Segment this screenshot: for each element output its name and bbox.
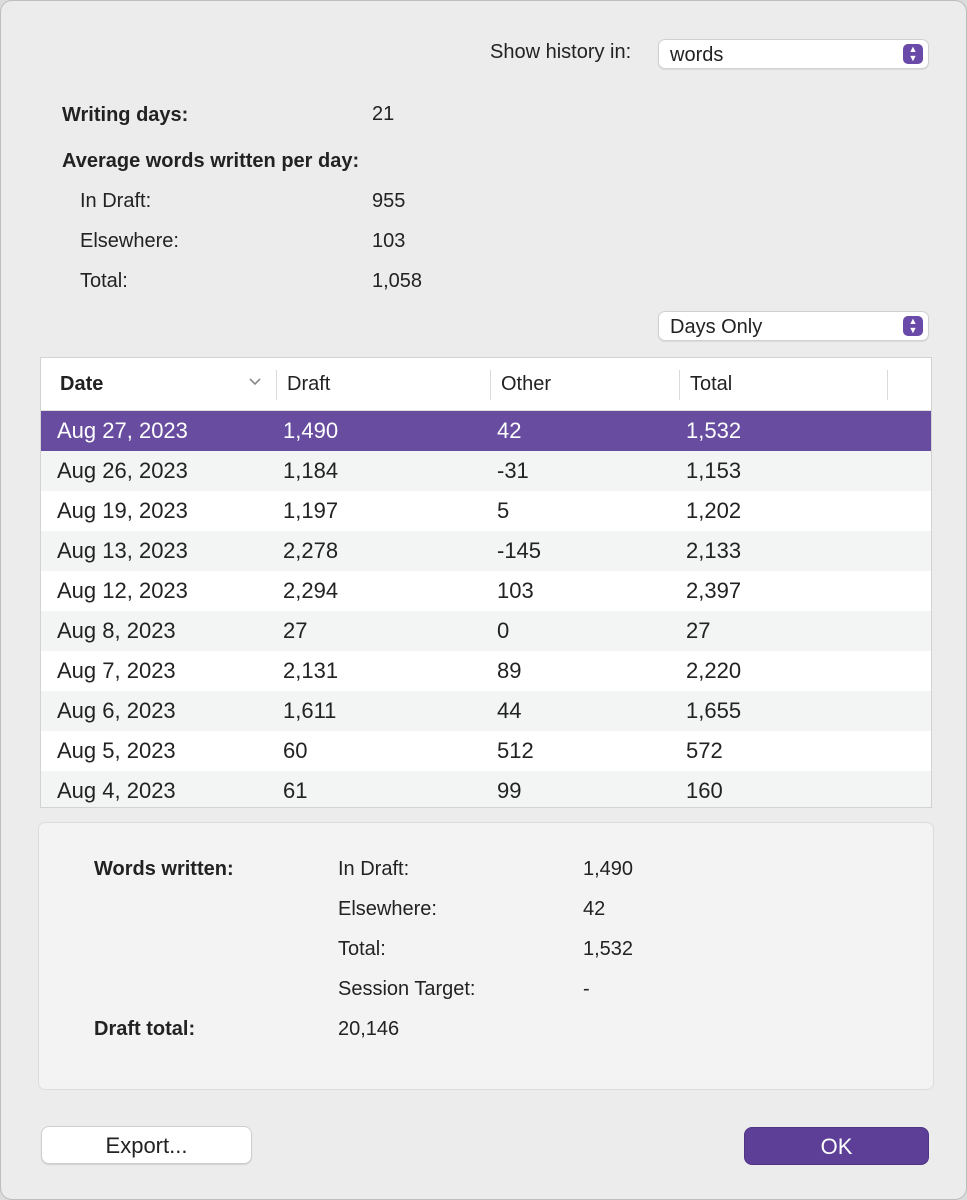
table-row[interactable]: Aug 6, 2023 1,611 44 1,655 xyxy=(41,691,931,731)
show-history-value: words xyxy=(670,44,724,66)
cell-draft: 2,294 xyxy=(283,578,339,603)
updown-arrows-icon: ▲ ▼ xyxy=(903,44,923,64)
cell-date: Aug 5, 2023 xyxy=(57,738,176,763)
cell-date: Aug 19, 2023 xyxy=(57,498,188,523)
cell-other: 512 xyxy=(497,738,534,763)
cell-date: Aug 8, 2023 xyxy=(57,618,176,643)
detail-total-label: Total: xyxy=(338,938,386,960)
avg-total-label: Total: xyxy=(80,270,128,292)
cell-other: 5 xyxy=(497,498,510,523)
cell-other: 89 xyxy=(497,658,522,683)
cell-total: 1,153 xyxy=(686,458,742,483)
draft-total-label: Draft total: xyxy=(94,1018,196,1040)
cell-other: 103 xyxy=(497,578,534,603)
period-filter-value: Days Only xyxy=(670,316,763,338)
cell-date: Aug 12, 2023 xyxy=(57,578,188,603)
cell-other: 0 xyxy=(497,618,510,643)
cell-total: 27 xyxy=(686,618,711,643)
average-heading: Average words written per day: xyxy=(62,150,360,172)
cell-other: 44 xyxy=(497,698,522,723)
cell-total: 1,202 xyxy=(686,498,742,523)
cell-date: Aug 4, 2023 xyxy=(57,778,176,803)
column-divider[interactable] xyxy=(276,370,277,400)
detail-elsewhere-value: 42 xyxy=(583,898,606,920)
avg-elsewhere-value: 103 xyxy=(372,230,406,252)
table-row[interactable]: Aug 13, 2023 2,278 -145 2,133 xyxy=(41,531,931,571)
table-row[interactable]: Aug 8, 2023 27 0 27 xyxy=(41,611,931,651)
column-header-draft[interactable]: Draft xyxy=(287,373,331,395)
table-row[interactable]: Aug 19, 2023 1,197 5 1,202 xyxy=(41,491,931,531)
words-written-label: Words written: xyxy=(94,858,234,880)
column-divider[interactable] xyxy=(887,370,888,400)
cell-draft: 61 xyxy=(283,778,308,803)
cell-date: Aug 13, 2023 xyxy=(57,538,188,563)
draft-total-value: 20,146 xyxy=(338,1018,400,1040)
table-header: Date Draft Other Total xyxy=(41,358,931,411)
updown-arrows-icon: ▲ ▼ xyxy=(903,316,923,336)
cell-date: Aug 7, 2023 xyxy=(57,658,176,683)
selected-day-details xyxy=(38,822,934,1090)
ok-button[interactable]: OK xyxy=(744,1127,929,1165)
table-row[interactable]: Aug 12, 2023 2,294 103 2,397 xyxy=(41,571,931,611)
table-row[interactable]: Aug 4, 2023 61 99 160 xyxy=(41,771,931,807)
cell-total: 2,397 xyxy=(686,578,742,603)
cell-total: 2,220 xyxy=(686,658,742,683)
cell-draft: 1,197 xyxy=(283,498,339,523)
chevron-down-icon[interactable] xyxy=(248,375,262,389)
avg-in-draft-label: In Draft: xyxy=(80,190,152,212)
period-filter-select[interactable]: Days Only ▲ ▼ xyxy=(658,311,929,341)
column-divider[interactable] xyxy=(490,370,491,400)
detail-in-draft-label: In Draft: xyxy=(338,858,410,880)
table-row[interactable]: Aug 27, 2023 1,490 42 1,532 xyxy=(41,411,931,451)
table-row[interactable]: Aug 26, 2023 1,184 -31 1,153 xyxy=(41,451,931,491)
cell-total: 1,655 xyxy=(686,698,742,723)
cell-date: Aug 26, 2023 xyxy=(57,458,188,483)
avg-elsewhere-label: Elsewhere: xyxy=(80,230,179,252)
detail-elsewhere-label: Elsewhere: xyxy=(338,898,437,920)
writing-days-value: 21 xyxy=(372,103,395,125)
detail-in-draft-value: 1,490 xyxy=(583,858,634,880)
cell-draft: 2,278 xyxy=(283,538,339,563)
session-target-value: - xyxy=(583,978,590,1000)
column-header-date[interactable]: Date xyxy=(60,373,104,395)
cell-other: 42 xyxy=(497,418,522,443)
cell-date: Aug 27, 2023 xyxy=(57,418,188,443)
cell-draft: 60 xyxy=(283,738,308,763)
cell-total: 572 xyxy=(686,738,723,763)
cell-date: Aug 6, 2023 xyxy=(57,698,176,723)
session-target-label: Session Target: xyxy=(338,978,476,1000)
cell-draft: 1,184 xyxy=(283,458,339,483)
detail-total-value: 1,532 xyxy=(583,938,634,960)
cell-draft: 1,611 xyxy=(283,698,337,723)
cell-other: -31 xyxy=(497,458,529,483)
column-header-other[interactable]: Other xyxy=(501,373,552,395)
table-row[interactable]: Aug 5, 2023 60 512 572 xyxy=(41,731,931,771)
cell-total: 160 xyxy=(686,778,723,803)
show-history-label: Show history in: xyxy=(490,41,632,63)
cell-draft: 27 xyxy=(283,618,308,643)
cell-draft: 1,490 xyxy=(283,418,339,443)
cell-other: -145 xyxy=(497,538,542,563)
cell-total: 1,532 xyxy=(686,418,742,443)
writing-days-label: Writing days: xyxy=(62,104,189,126)
show-history-select[interactable]: words ▲ ▼ xyxy=(658,39,929,69)
cell-total: 2,133 xyxy=(686,538,742,563)
cell-other: 99 xyxy=(497,778,522,803)
cell-draft: 2,131 xyxy=(283,658,339,683)
history-table: Date Draft Other Total Aug 27, 2023 1,49… xyxy=(40,357,932,808)
export-button[interactable]: Export... xyxy=(41,1126,252,1164)
avg-total-value: 1,058 xyxy=(372,270,423,292)
column-divider[interactable] xyxy=(679,370,680,400)
table-row[interactable]: Aug 7, 2023 2,131 89 2,220 xyxy=(41,651,931,691)
column-header-total[interactable]: Total xyxy=(690,373,733,395)
avg-in-draft-value: 955 xyxy=(372,190,406,212)
